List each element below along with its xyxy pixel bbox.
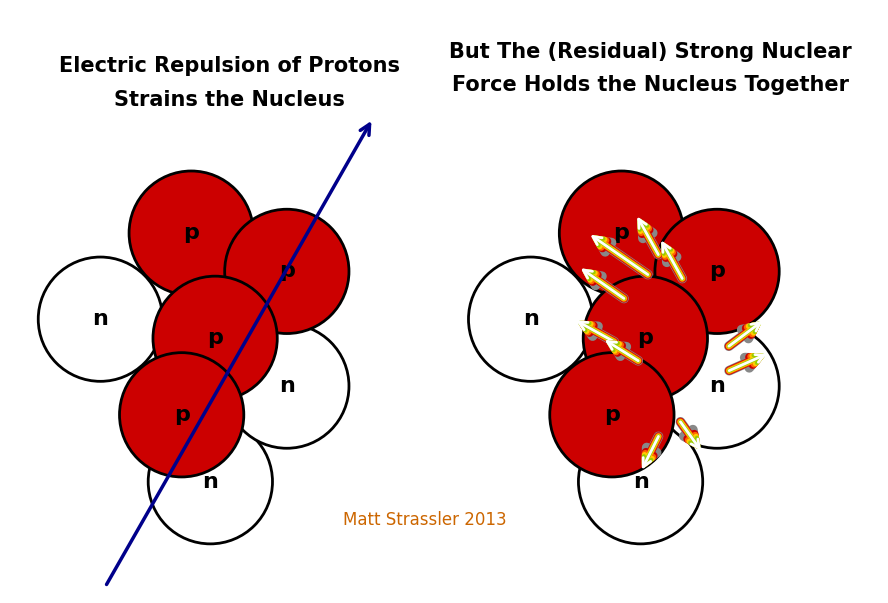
Text: p: p [710, 261, 725, 282]
Circle shape [469, 257, 593, 381]
Text: Electric Repulsion of Protons: Electric Repulsion of Protons [59, 56, 400, 76]
Text: p: p [614, 223, 630, 243]
Text: p: p [174, 405, 190, 425]
Circle shape [225, 324, 349, 448]
Text: n: n [92, 309, 108, 329]
Text: p: p [604, 405, 620, 425]
Text: p: p [279, 261, 295, 282]
Text: n: n [710, 376, 725, 396]
Circle shape [153, 276, 277, 400]
Text: n: n [523, 309, 538, 329]
Circle shape [225, 209, 349, 333]
Text: n: n [279, 376, 295, 396]
Circle shape [550, 353, 674, 477]
Text: n: n [202, 472, 218, 491]
Circle shape [578, 420, 702, 544]
Circle shape [655, 324, 779, 448]
Circle shape [655, 209, 779, 333]
Circle shape [559, 171, 684, 295]
Text: But The (Residual) Strong Nuclear: But The (Residual) Strong Nuclear [448, 42, 852, 62]
Circle shape [129, 171, 253, 295]
Circle shape [583, 276, 708, 400]
Text: p: p [183, 223, 199, 243]
Text: Force Holds the Nucleus Together: Force Holds the Nucleus Together [452, 75, 849, 95]
Text: Strains the Nucleus: Strains the Nucleus [114, 90, 345, 110]
Text: p: p [638, 328, 654, 349]
Text: p: p [207, 328, 223, 349]
Text: n: n [632, 472, 648, 491]
Circle shape [120, 353, 244, 477]
Text: Matt Strassler 2013: Matt Strassler 2013 [343, 511, 506, 529]
Circle shape [38, 257, 163, 381]
Circle shape [148, 420, 273, 544]
